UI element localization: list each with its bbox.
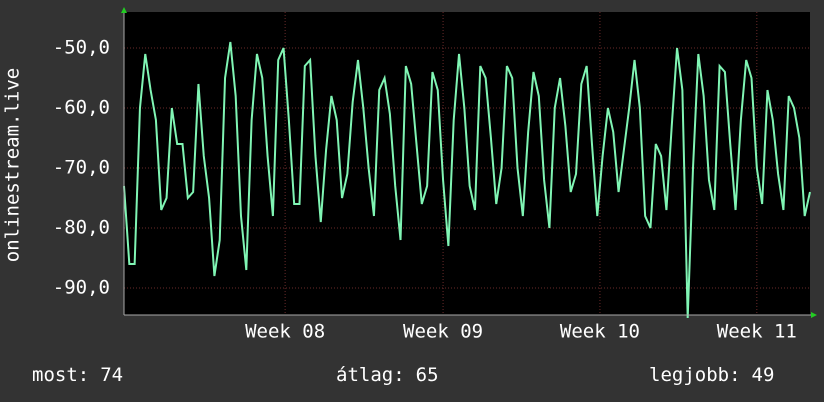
stat: átlag: 65 xyxy=(336,364,439,386)
stat-value: 74 xyxy=(100,364,123,386)
y-arrow xyxy=(121,7,127,13)
stat-label: most: xyxy=(32,364,89,386)
stat-label: legjobb: xyxy=(649,364,741,386)
y-axis-label: onlinestream.live xyxy=(2,68,24,262)
line xyxy=(123,41,811,319)
y-tick-label: -80,0 xyxy=(53,217,110,239)
grid xyxy=(124,12,810,315)
stats: most: 74 átlag: 65 legjobb: 49 xyxy=(32,364,774,386)
y-tick-label: -90,0 xyxy=(53,277,110,299)
x-tick-label: Week 08 xyxy=(245,321,325,343)
stat: legjobb: 49 xyxy=(649,364,774,386)
x-arrow xyxy=(811,312,817,318)
stat: most: 74 xyxy=(32,364,123,386)
stat-value: 49 xyxy=(752,364,775,386)
stat-value: 65 xyxy=(416,364,439,386)
x-tick-label: Week 11 xyxy=(717,321,797,343)
y-tick-label: -70,0 xyxy=(53,157,110,179)
y-tick-label: -60,0 xyxy=(53,97,110,119)
x-tick-label: Week 09 xyxy=(403,321,483,343)
marks xyxy=(123,41,811,319)
stat-label: átlag: xyxy=(336,364,405,386)
y-tick-label: -50,0 xyxy=(53,37,110,59)
x-tick-label: Week 10 xyxy=(560,321,640,343)
